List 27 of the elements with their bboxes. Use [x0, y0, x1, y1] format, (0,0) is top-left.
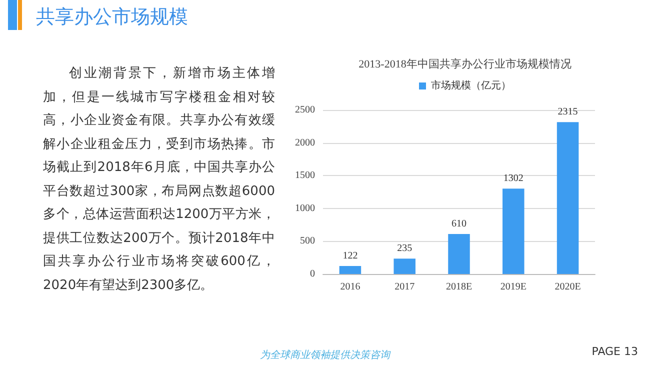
- bar: [556, 122, 579, 274]
- x-tick-label: 2020E: [554, 282, 581, 292]
- legend-label: 市场规模（亿元）: [431, 80, 511, 92]
- y-tick-label: 1000: [295, 202, 315, 214]
- text: 共享办公市场规模: [36, 5, 188, 30]
- data-label: 122: [342, 250, 358, 262]
- chart-subtitle: 2013-2018年中国共享办公行业市场规模情况: [358, 58, 572, 70]
- data-label: 610: [452, 218, 466, 230]
- y-tick-label: 2000: [295, 137, 315, 148]
- bar: [502, 188, 524, 274]
- bar: [339, 266, 362, 274]
- y-tick-label: 0: [310, 268, 315, 280]
- y-tick-label: 2500: [295, 104, 315, 116]
- bar: [448, 234, 470, 274]
- text: 为全球商业领袖提供决策咨询: [260, 350, 390, 361]
- x-tick-label: 2017: [394, 282, 415, 292]
- data-label: 235: [397, 243, 412, 254]
- text: PAGE 13: [592, 345, 638, 358]
- x-tick-label: 2018E: [446, 282, 472, 292]
- data-label: 1302: [503, 173, 524, 184]
- y-tick-label: 1500: [295, 170, 315, 182]
- bar: [394, 258, 416, 274]
- text: 创业潮背景下，新增市场主体增加，但是一线城市写字楼租金相对较高，小企业资金有限。共享办公有效缓解小企业租金压力，受到市场热捧。市场截止到2018年6月底，中国共享办公平台数超过300家，布局网点数超6000多个，总体运营面积达1200万平方米，提供工位数达200万个。预计2018年中国共享办公行业市场将突破600亿，2020年有望达到2300多亿。: [43, 66, 275, 292]
- y-tick-label: 500: [300, 236, 315, 247]
- x-tick-label: 2016: [340, 282, 360, 292]
- data-label: 2315: [558, 106, 578, 118]
- x-tick-label: 2019E: [500, 282, 526, 292]
